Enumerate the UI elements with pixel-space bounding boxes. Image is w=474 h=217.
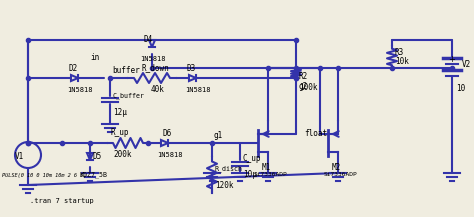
Text: 1N5818: 1N5818	[185, 87, 210, 93]
Text: V2: V2	[462, 60, 471, 69]
Text: D4: D4	[144, 35, 153, 44]
Text: R_up: R_up	[111, 128, 129, 137]
Text: float: float	[304, 129, 327, 138]
Text: D3: D3	[187, 64, 196, 73]
Text: 1N5818: 1N5818	[140, 56, 165, 62]
Text: Si7336ADP: Si7336ADP	[324, 172, 358, 177]
Text: 200k: 200k	[113, 150, 131, 159]
Text: 100k: 100k	[299, 83, 318, 92]
Text: M2: M2	[332, 163, 341, 172]
Text: C_buffer: C_buffer	[113, 92, 145, 99]
Text: .tran 7 startup: .tran 7 startup	[30, 198, 94, 204]
Text: KDZ7_5B: KDZ7_5B	[80, 171, 108, 178]
Text: R2: R2	[299, 72, 308, 81]
Text: g1: g1	[214, 131, 223, 140]
Text: R_disch: R_disch	[215, 165, 243, 172]
Text: C_up: C_up	[243, 154, 262, 163]
Text: D2: D2	[69, 64, 78, 73]
Text: M1: M1	[262, 163, 271, 172]
Text: 40k: 40k	[151, 85, 165, 94]
Text: R3: R3	[395, 48, 404, 57]
Text: 120k: 120k	[215, 181, 234, 190]
Text: D5: D5	[93, 152, 102, 161]
Text: R_down: R_down	[142, 63, 170, 72]
Text: 12µ: 12µ	[113, 108, 127, 117]
Text: Si7336ADP: Si7336ADP	[254, 172, 288, 177]
Text: 10µ: 10µ	[243, 170, 257, 179]
Text: 1N5818: 1N5818	[157, 152, 182, 158]
Text: D6: D6	[163, 129, 172, 138]
Text: PULSE(0 10 0 10m 10m 2 6 1): PULSE(0 10 0 10m 10m 2 6 1)	[2, 173, 86, 178]
Text: +: +	[448, 55, 455, 64]
Text: 10: 10	[456, 84, 465, 93]
Text: buffer: buffer	[112, 66, 140, 75]
Text: V1: V1	[15, 152, 24, 161]
Text: 1N5818: 1N5818	[67, 87, 92, 93]
Text: in: in	[90, 53, 99, 62]
Text: g2: g2	[299, 82, 308, 91]
Text: 10k: 10k	[395, 57, 409, 66]
